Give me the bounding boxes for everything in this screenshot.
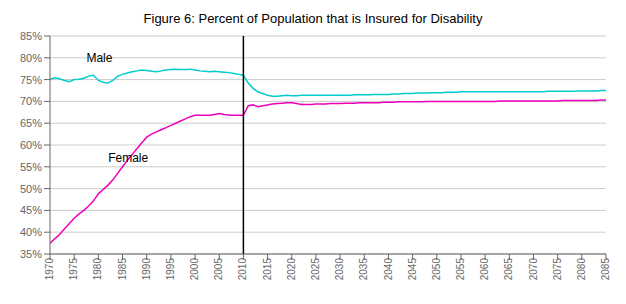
svg-text:55%: 55%: [20, 161, 42, 173]
svg-text:2045: 2045: [407, 258, 418, 281]
svg-text:1980: 1980: [92, 258, 103, 281]
svg-text:35%: 35%: [20, 248, 42, 260]
svg-text:2080: 2080: [576, 258, 587, 281]
svg-text:1990: 1990: [141, 258, 152, 281]
svg-text:2085: 2085: [600, 258, 611, 281]
svg-text:2020: 2020: [286, 258, 297, 281]
svg-text:2035: 2035: [358, 258, 369, 281]
svg-text:45%: 45%: [20, 204, 42, 216]
svg-text:1985: 1985: [117, 258, 128, 281]
svg-text:2010: 2010: [237, 258, 248, 281]
svg-text:1975: 1975: [68, 258, 79, 281]
svg-text:2070: 2070: [528, 258, 539, 281]
svg-text:1995: 1995: [165, 258, 176, 281]
svg-text:2030: 2030: [334, 258, 345, 281]
html-text:Figure 6: Percent of Populatio: Figure 6: Percent of Population that is …: [143, 11, 483, 26]
svg-text:85%: 85%: [20, 30, 42, 42]
svg-text:Male: Male: [86, 51, 112, 65]
svg-text:70%: 70%: [20, 95, 42, 107]
svg-text:2060: 2060: [479, 258, 490, 281]
svg-text:2025: 2025: [310, 258, 321, 281]
svg-text:2065: 2065: [503, 258, 514, 281]
svg-text:1970: 1970: [44, 258, 55, 281]
svg-text:60%: 60%: [20, 139, 42, 151]
svg-text:2050: 2050: [431, 258, 442, 281]
svg-text:75%: 75%: [20, 74, 42, 86]
svg-text:2075: 2075: [552, 258, 563, 281]
svg-text:50%: 50%: [20, 183, 42, 195]
svg-text:2055: 2055: [455, 258, 466, 281]
svg-text:80%: 80%: [20, 52, 42, 64]
svg-text:Female: Female: [108, 151, 148, 165]
svg-text:2040: 2040: [383, 258, 394, 281]
svg-text:40%: 40%: [20, 226, 42, 238]
svg-text:65%: 65%: [20, 117, 42, 129]
svg-text:2005: 2005: [213, 258, 224, 281]
svg-text:2015: 2015: [262, 258, 273, 281]
svg-text:2000: 2000: [189, 258, 200, 281]
